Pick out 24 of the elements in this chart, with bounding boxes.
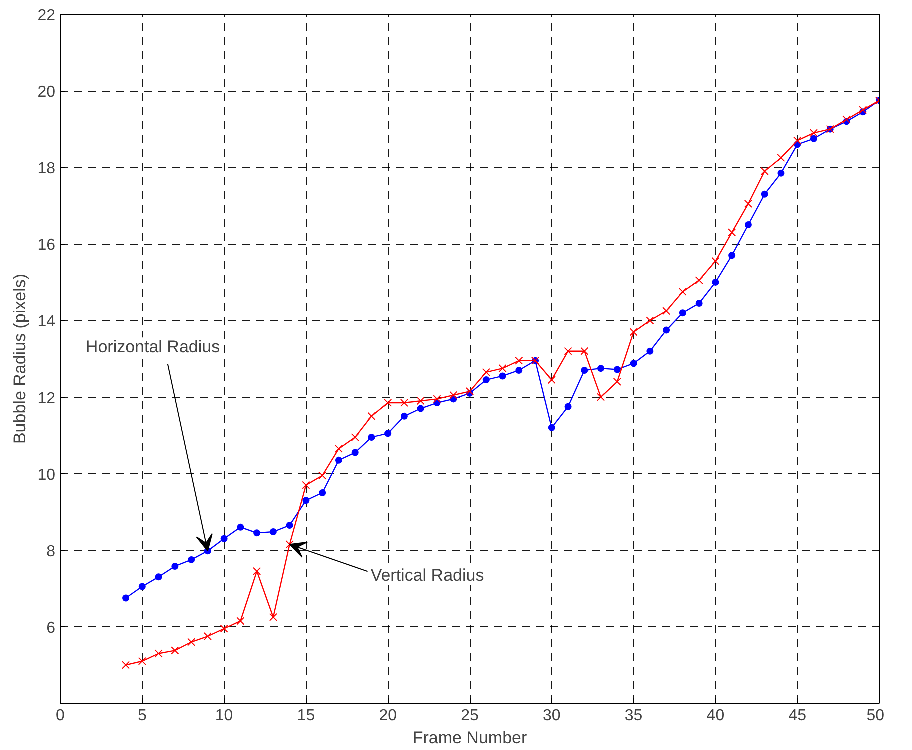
y-tick-label: 16 [38, 237, 56, 254]
x-tick-label: 20 [379, 708, 398, 724]
x-tick-label: 0 [56, 708, 66, 724]
x-tick-label: 30 [543, 708, 561, 724]
y-tick-label: 14 [38, 314, 56, 331]
x-tick-label: 25 [461, 708, 479, 724]
annotation: Horizontal Radius [86, 338, 220, 357]
y-tick-label: 12 [38, 390, 56, 408]
y-tick-label: 22 [38, 8, 56, 24]
y-tick-label: 20 [38, 84, 56, 102]
y-tick-label: 6 [46, 620, 56, 637]
x-tick-label: 5 [138, 708, 147, 724]
annotation: Vertical Radius [370, 566, 484, 586]
y-tick-label: 8 [46, 543, 56, 560]
x-tick-label: 50 [866, 708, 885, 724]
x-tick-label: 40 [706, 708, 725, 724]
x-tick-label: 15 [297, 708, 316, 724]
x-tick-label: 10 [215, 708, 234, 724]
y-tick-label: 10 [38, 466, 56, 484]
x-tick-label: 35 [624, 708, 643, 724]
x-axis-title: Frame Number [412, 728, 528, 748]
x-tick-label: 45 [788, 708, 807, 724]
y-tick-label: 18 [38, 160, 56, 178]
y-axis-title: Bubble Radius (pixels) [10, 274, 30, 444]
